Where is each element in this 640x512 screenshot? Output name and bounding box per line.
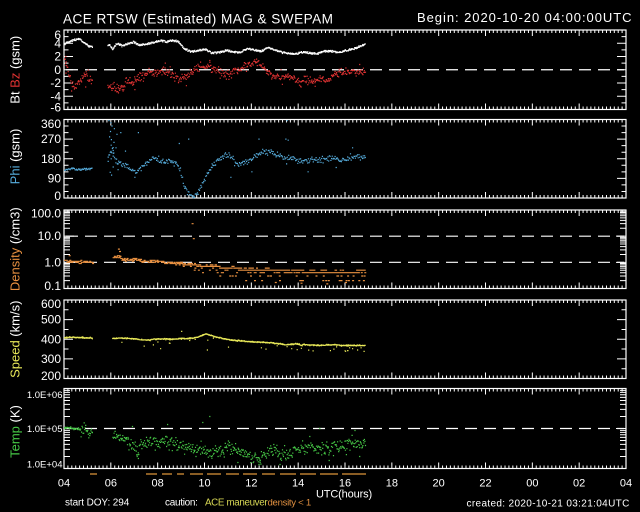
svg-text:360: 360 — [41, 117, 61, 131]
svg-text:4: 4 — [54, 36, 61, 50]
svg-text:04: 04 — [58, 478, 70, 490]
svg-text:0: 0 — [54, 189, 61, 203]
svg-text:Begin: 2020-10-20 04:00:00UTC: Begin: 2020-10-20 04:00:00UTC — [417, 10, 632, 25]
svg-text:180: 180 — [41, 152, 61, 166]
svg-text:16: 16 — [339, 478, 351, 490]
svg-text:14: 14 — [292, 478, 304, 490]
svg-text:10.0: 10.0 — [38, 229, 62, 243]
svg-text:200: 200 — [41, 369, 61, 383]
svg-text:100.0: 100.0 — [31, 207, 61, 221]
svg-text:04: 04 — [620, 478, 632, 490]
svg-text:1.0E+04: 1.0E+04 — [27, 460, 63, 471]
svg-text:0: 0 — [54, 63, 61, 77]
svg-text:-4: -4 — [50, 89, 61, 103]
svg-text:density < 1: density < 1 — [268, 498, 311, 509]
svg-text:06: 06 — [105, 478, 117, 490]
svg-text:1.0E+05: 1.0E+05 — [27, 424, 63, 435]
svg-text:-6: -6 — [50, 101, 61, 115]
svg-text:400: 400 — [41, 332, 61, 346]
svg-text:ACE maneuver: ACE maneuver — [205, 498, 268, 509]
svg-text:600: 600 — [41, 297, 61, 311]
svg-text:20: 20 — [433, 478, 445, 490]
svg-text:caution:: caution: — [165, 498, 198, 509]
svg-text:90: 90 — [48, 171, 62, 185]
svg-text:start DOY: 294: start DOY: 294 — [65, 498, 130, 509]
svg-text:ACE RTSW (Estimated) MAG & SWE: ACE RTSW (Estimated) MAG & SWEPAM — [63, 12, 333, 27]
svg-text:10: 10 — [198, 478, 210, 490]
svg-text:-2: -2 — [50, 76, 61, 90]
svg-text:00: 00 — [526, 478, 538, 490]
svg-text:Density (/cm3): Density (/cm3) — [8, 207, 23, 291]
svg-text:0.1: 0.1 — [44, 279, 61, 293]
svg-text:02: 02 — [573, 478, 585, 490]
svg-text:22: 22 — [479, 478, 491, 490]
svg-text:Phi (gsm): Phi (gsm) — [8, 129, 23, 185]
svg-text:12: 12 — [245, 478, 257, 490]
svg-text:18: 18 — [386, 478, 398, 490]
svg-text:6: 6 — [54, 28, 61, 42]
svg-text:Bt Bz (gsm): Bt Bz (gsm) — [8, 36, 23, 104]
svg-text:Speed (km/s): Speed (km/s) — [8, 301, 23, 378]
svg-text:500: 500 — [41, 313, 61, 327]
svg-text:UTC(hours): UTC(hours) — [316, 489, 372, 501]
svg-text:2: 2 — [54, 50, 61, 64]
svg-text:1.0E+06: 1.0E+06 — [27, 390, 63, 401]
svg-text:300: 300 — [41, 352, 61, 366]
svg-text:270: 270 — [41, 132, 61, 146]
svg-text:created: 2020-10-21 03:21:04UT: created: 2020-10-21 03:21:04UTC — [467, 499, 630, 510]
svg-text:1.0: 1.0 — [44, 255, 61, 269]
svg-text:Temp (K): Temp (K) — [8, 405, 23, 458]
svg-text:08: 08 — [152, 478, 164, 490]
